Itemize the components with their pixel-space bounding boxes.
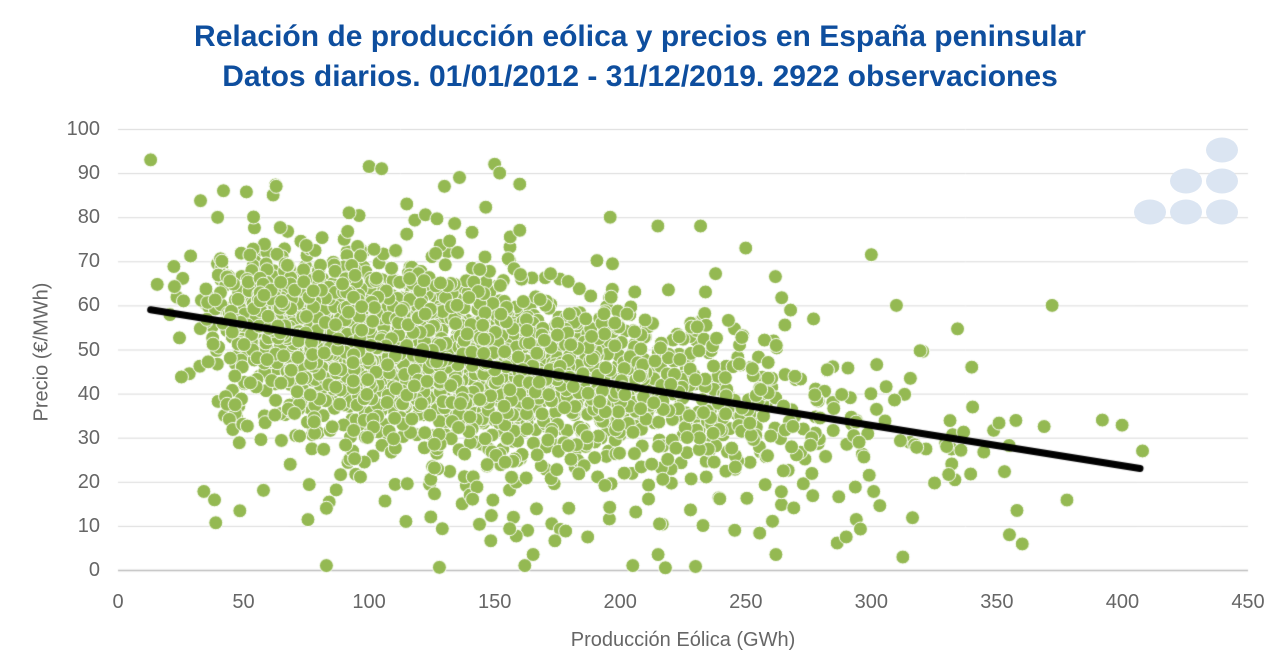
- x-tick-label: 300: [854, 591, 889, 613]
- logo-dot: [1206, 168, 1238, 194]
- y-tick-label: 50: [77, 338, 100, 361]
- logo-dot: [1170, 199, 1202, 225]
- y-tick-label: 40: [77, 382, 100, 405]
- y-tick-label: 100: [66, 118, 100, 140]
- x-tick-label: 400: [1105, 591, 1140, 613]
- x-tick-label: 450: [1231, 591, 1265, 613]
- y-tick-label: 10: [77, 514, 100, 537]
- chart-title-line2: Datos diarios. 01/01/2012 - 31/12/2019. …: [222, 60, 1058, 93]
- y-tick-label: 20: [77, 470, 100, 493]
- x-tick-label: 250: [729, 591, 763, 613]
- x-tick-label: 100: [352, 591, 386, 613]
- x-tick-label: 350: [980, 591, 1014, 613]
- y-tick-label: 90: [77, 162, 100, 185]
- x-tick-label: 200: [603, 591, 637, 613]
- logo-dot: [1170, 168, 1202, 194]
- y-tick-label: 70: [77, 250, 100, 273]
- chart-title-line1: Relación de producción eólica y precios …: [194, 20, 1086, 53]
- logo-dot: [1206, 199, 1238, 225]
- x-tick-label: 50: [232, 591, 255, 613]
- logo-dot: [1206, 137, 1238, 163]
- y-tick-label: 80: [77, 206, 100, 229]
- y-tick-label: 60: [77, 294, 100, 317]
- x-tick-label: 0: [112, 591, 124, 613]
- logo-dot: [1134, 199, 1166, 225]
- y-tick-label: 30: [77, 426, 100, 449]
- x-tick-label: 150: [477, 591, 512, 613]
- x-axis-title: Producción Eólica (GWh): [570, 629, 796, 651]
- y-tick-label: 0: [88, 559, 100, 581]
